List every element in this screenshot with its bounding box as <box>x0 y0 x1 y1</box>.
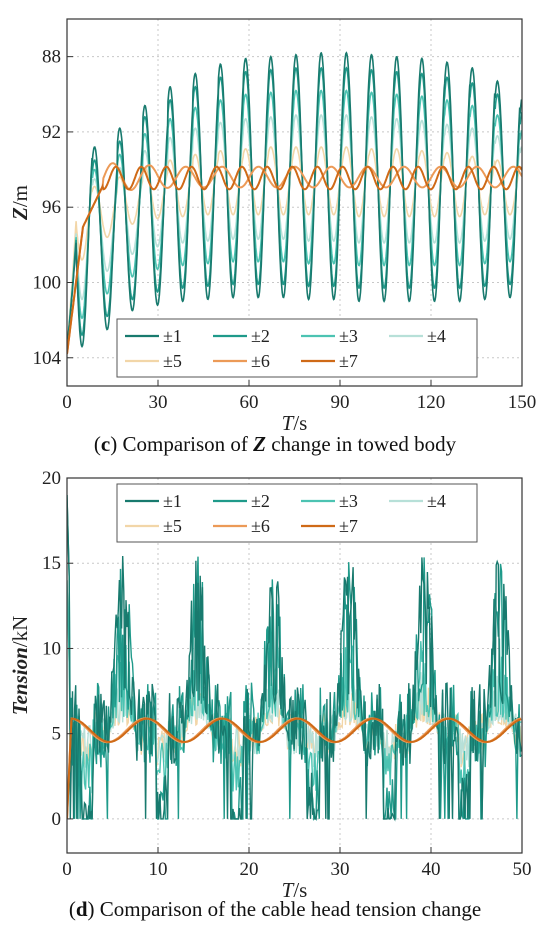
x-tick-label: 0 <box>62 859 72 880</box>
legend-box <box>116 483 478 543</box>
legend-label: ±7 <box>339 351 358 371</box>
caption-c-post: change in towed body <box>265 432 457 456</box>
legend-label: ±3 <box>339 491 358 511</box>
caption-c: (c) Comparison of Z change in towed body <box>93 432 457 456</box>
plot-area <box>67 494 522 822</box>
plot-area <box>67 51 522 355</box>
legend-label: ±5 <box>163 351 182 371</box>
legend-label: ±1 <box>163 326 182 346</box>
x-tick-label: 40 <box>422 859 441 880</box>
caption-d-pre: ) Comparison of the cable head tension c… <box>87 897 482 921</box>
y-tick-label: 20 <box>42 468 61 489</box>
legend-label: ±3 <box>339 326 358 346</box>
series-line-2 <box>67 66 522 349</box>
series-line-7 <box>67 717 522 819</box>
legend-label: ±6 <box>251 351 270 371</box>
series-line-7 <box>67 165 522 355</box>
caption-c-var: Z <box>253 432 266 456</box>
plot-frame <box>66 477 523 854</box>
y-tick-label: 5 <box>52 724 62 745</box>
y-axis-label: Z/m <box>8 185 32 221</box>
series-line-1 <box>67 51 522 349</box>
caption-c-letter: c <box>100 432 111 456</box>
legend-label: ±4 <box>427 491 446 511</box>
legend-label: ±2 <box>251 326 270 346</box>
legend-label: ±1 <box>163 491 182 511</box>
chart-c: 0 30 60 90 120 150 88 92 96 100 104 T/s Z/m ±1 ±2 ±3 ±4 ±… <box>8 18 537 435</box>
y-tick-label: 88 <box>42 47 61 68</box>
caption-d-letter: d <box>75 897 88 921</box>
plot-frame <box>66 18 523 387</box>
y-tick-label: 0 <box>52 809 62 830</box>
y-tick-label: 10 <box>42 638 61 659</box>
caption-d: (d) Comparison of the cable head tension… <box>68 897 482 921</box>
y-tick-label: 96 <box>42 197 61 218</box>
legend-label: ±2 <box>251 491 270 511</box>
x-tick-label: 50 <box>513 859 532 880</box>
series-line-1 <box>67 494 522 822</box>
legend-label: ±4 <box>427 326 446 346</box>
x-tick-label: 30 <box>149 392 168 413</box>
x-axis-label: T/s <box>282 878 308 902</box>
y-tick-label: 92 <box>42 122 61 143</box>
x-tick-label: 10 <box>149 859 168 880</box>
x-tick-label: 120 <box>417 392 446 413</box>
y-tick-label: 100 <box>33 272 62 293</box>
y-tick-label: 104 <box>33 348 62 369</box>
x-tick-label: 30 <box>331 859 350 880</box>
y-tick-label: 15 <box>42 553 61 574</box>
x-tick-label: 0 <box>62 392 72 413</box>
x-tick-label: 150 <box>508 392 537 413</box>
x-tick-label: 90 <box>331 392 350 413</box>
legend-label: ±7 <box>339 516 358 536</box>
caption-c-pre: ) Comparison of <box>110 432 254 456</box>
y-axis-label: Tension/kN <box>8 616 32 716</box>
legend-label: ±6 <box>251 516 270 536</box>
x-tick-label: 20 <box>240 859 259 880</box>
x-tick-label: 60 <box>240 392 259 413</box>
chart-d: 0 10 20 30 40 50 0 5 10 15 20 T/s Tension/kN ±1 ±2 ±3 ±4… <box>8 468 532 902</box>
legend-label: ±5 <box>163 516 182 536</box>
x-axis-label: T/s <box>282 411 308 435</box>
legend-box <box>116 318 478 378</box>
